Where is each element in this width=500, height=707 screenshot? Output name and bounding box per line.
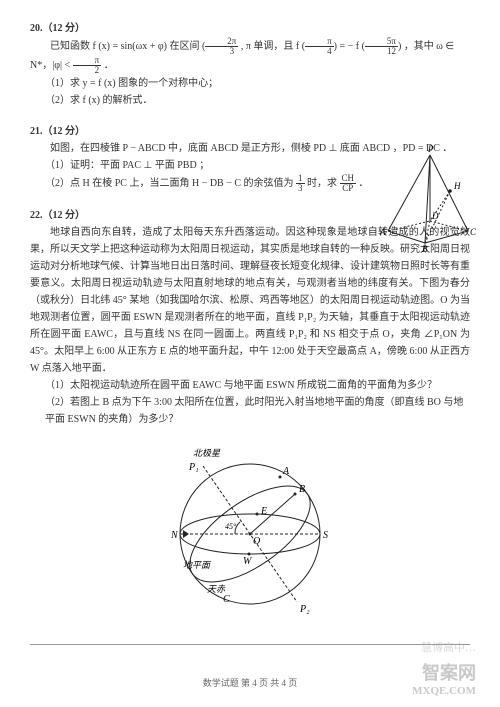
svg-text:S: S <box>323 530 328 541</box>
frac-ratio: CHCP <box>340 174 357 193</box>
svg-text:P₂: P₂ <box>299 604 310 615</box>
page-footer: 数学试题 第 4 页 共 4 页 <box>0 676 500 689</box>
footer-rule <box>30 644 470 645</box>
svg-text:B: B <box>299 484 305 495</box>
sphere-figure: 北极星 P₁ P₂ A B C E N S W O 45° 地平面 天赤 <box>145 434 355 624</box>
q20-p2: （2）求 f (x) 的解析式． <box>45 92 470 109</box>
frac-arg1: π4 <box>305 37 334 56</box>
svg-text:E: E <box>260 506 267 517</box>
frac-arg2: 5π12 <box>365 37 398 56</box>
q20-mid2: = − f <box>339 41 361 52</box>
pyramid-figure: P H A B C D <box>370 143 480 253</box>
svg-text:P₁: P₁ <box>188 462 199 473</box>
svg-text:地平面: 地平面 <box>183 560 212 570</box>
svg-text:A: A <box>282 466 290 477</box>
svg-text:O: O <box>253 536 260 547</box>
svg-text:C: C <box>470 227 477 237</box>
svg-text:B: B <box>422 244 428 253</box>
q20-heading: 20.（12 分） <box>30 20 470 37</box>
svg-text:天赤: 天赤 <box>207 584 226 594</box>
frac-bound: π2 <box>73 56 102 75</box>
question-21: 21.（12 分） 如图，在四棱锥 P − ABCD 中，底面 ABCD 是正方… <box>30 123 470 193</box>
q22-p2: （2）若图上 B 点为下午 3:00 太阳所在位置，此时阳光入射当地地平面的角度… <box>45 394 470 428</box>
q20-pre: 已知函数 f (x) = sin(ωx + φ) 在区间 <box>50 41 199 52</box>
q20-body: 已知函数 f (x) = sin(ωx + φ) 在区间 (2π3 , π 单调… <box>30 37 470 75</box>
q20-mid1: , π 单调，且 f <box>241 41 302 52</box>
question-22: 22.（12 分） 地球自西向东自转，造成了太阳每天东升西落运动。因这种现象是地… <box>30 207 470 630</box>
q21-heading: 21.（12 分） <box>30 123 470 140</box>
q22-p1: （1）太阳视运动轨迹所在圆平面 EAWC 与地平面 ESWN 所成锐二面角的平面… <box>45 377 470 394</box>
svg-text:C: C <box>223 594 230 605</box>
svg-text:D: D <box>431 211 439 221</box>
frac-interval: 2π3 <box>205 37 238 56</box>
svg-text:A: A <box>379 227 386 237</box>
svg-text:H: H <box>453 181 461 191</box>
svg-text:N: N <box>170 530 179 541</box>
question-20: 20.（12 分） 已知函数 f (x) = sin(ωx + φ) 在区间 (… <box>30 20 470 109</box>
q20-end: ． <box>104 60 114 71</box>
svg-text:北极星: 北极星 <box>193 448 221 458</box>
svg-text:W: W <box>243 556 253 567</box>
svg-text:45°: 45° <box>225 522 237 531</box>
frac-cos: 13 <box>296 174 305 193</box>
q20-p1: （1）求 y = f (x) 图象的一个对称中心； <box>45 75 470 92</box>
svg-text:P: P <box>427 144 434 154</box>
